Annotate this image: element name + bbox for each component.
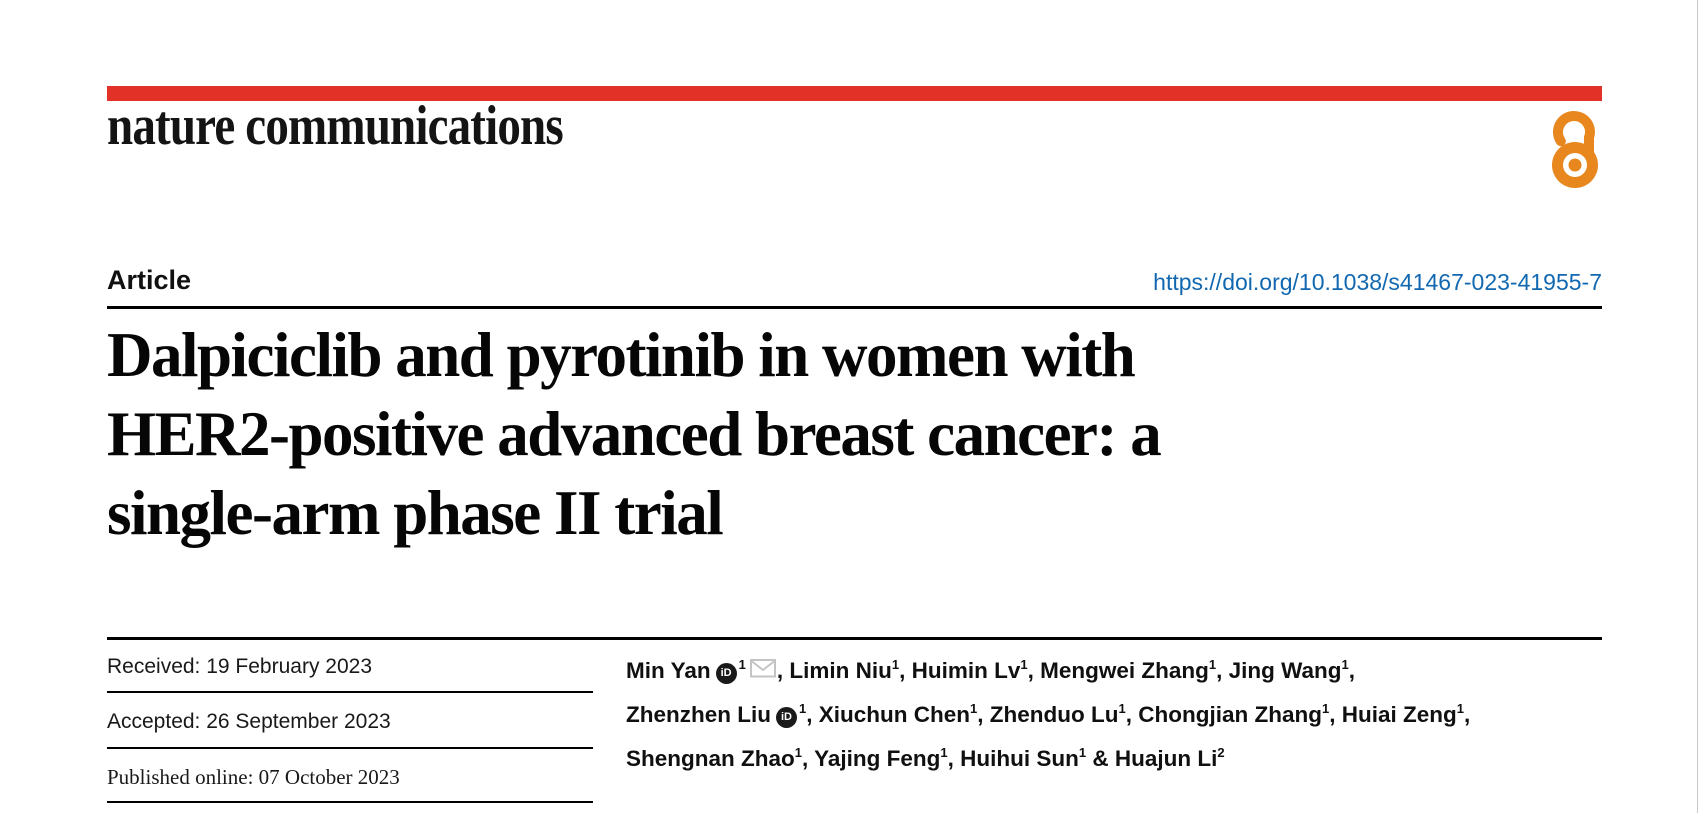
journal-logo: nature communications [107,95,564,157]
author-affiliation-superscript: 1 [970,701,978,716]
dates-panel: Received: 19 February 2023 Accepted: 26 S… [107,640,593,803]
author-affiliation-superscript: 1 [738,657,746,672]
author-name: Yajing Feng [814,746,941,771]
author-affiliation-superscript: 2 [1217,745,1225,760]
title-line: single-arm phase II trial [107,478,724,548]
brand-red-bar [107,86,1602,101]
open-access-icon [1552,111,1598,188]
author-name: Mengwei Zhang [1040,658,1209,683]
title-line: HER2-positive advanced breast cancer: a [107,399,1162,469]
author-affiliation-superscript: 1 [940,745,948,760]
article-title: Dalpiciclib and pyrotinib in women with H… [107,316,1507,553]
author-affiliation-superscript: 1 [799,701,807,716]
author-affiliation-superscript: 1 [1341,657,1349,672]
author-name: Shengnan Zhao [626,746,795,771]
author-name: Min Yan [626,658,711,683]
article-type-label: Article [107,265,192,295]
author-affiliation-superscript: 1 [1020,657,1028,672]
orcid-icon[interactable]: iD [776,707,797,728]
author-affiliation-superscript: 1 [1321,701,1330,716]
email-icon[interactable] [749,652,776,690]
author-separator: , [776,658,790,683]
author-separator: , [1348,658,1356,683]
date-row: Received: 19 February 2023 [107,640,593,693]
author-separator: , [801,746,815,771]
author-affiliation-superscript: 1 [1456,701,1464,716]
author-separator: , [1027,658,1041,683]
author-name: Zhenduo Lu [989,702,1119,727]
orcid-icon[interactable]: iD [715,663,737,684]
section-divider-rule [107,637,1602,640]
author-separator: , [1216,658,1229,683]
header-divider-rule [107,306,1602,309]
oa-shackle [1553,111,1595,160]
author-separator: , [947,746,961,771]
author-name: Huihui Sun [960,746,1079,771]
author-name: Huimin Lv [911,658,1021,683]
author-name: Zhenzhen Liu [626,702,771,727]
page-content: nature communications Article https://do… [107,0,1602,813]
author-affiliation-superscript: 1 [1118,701,1126,716]
author-separator: , [806,702,819,727]
author-affiliation-superscript: 1 [891,657,900,672]
author-separator: , [977,702,990,727]
author-affiliation-superscript: 1 [794,745,802,760]
date-row: Published online: 07 October 2023 [107,749,593,803]
author-separator: , [1463,702,1471,727]
doi-link[interactable]: https://doi.org/10.1038/s41467-023-41955… [1153,269,1602,295]
author-separator: , [1329,702,1342,727]
title-line: Dalpiciclib and pyrotinib in women with [107,320,1136,390]
author-separator: , [1125,702,1139,727]
article-header-row: Article https://doi.org/10.1038/s41467-0… [107,252,1602,296]
author-name: Xiuchun Chen [818,702,970,727]
authors-block: Min Yan iD1, Limin Niu1, Huimin Lv1, Meng… [626,646,1616,778]
author-name: Jing Wang [1228,658,1342,683]
author-name: Huajun Li [1114,746,1218,771]
author-name: Huiai Zeng [1341,702,1457,727]
author-name: Limin Niu [789,658,892,683]
date-row: Accepted: 26 September 2023 [107,693,593,749]
author-separator: , [899,658,912,683]
author-affiliation-superscript: 1 [1208,657,1217,672]
author-separator: & [1086,746,1115,771]
author-affiliation-superscript: 1 [1078,745,1087,760]
author-name: Chongjian Zhang [1138,702,1322,727]
